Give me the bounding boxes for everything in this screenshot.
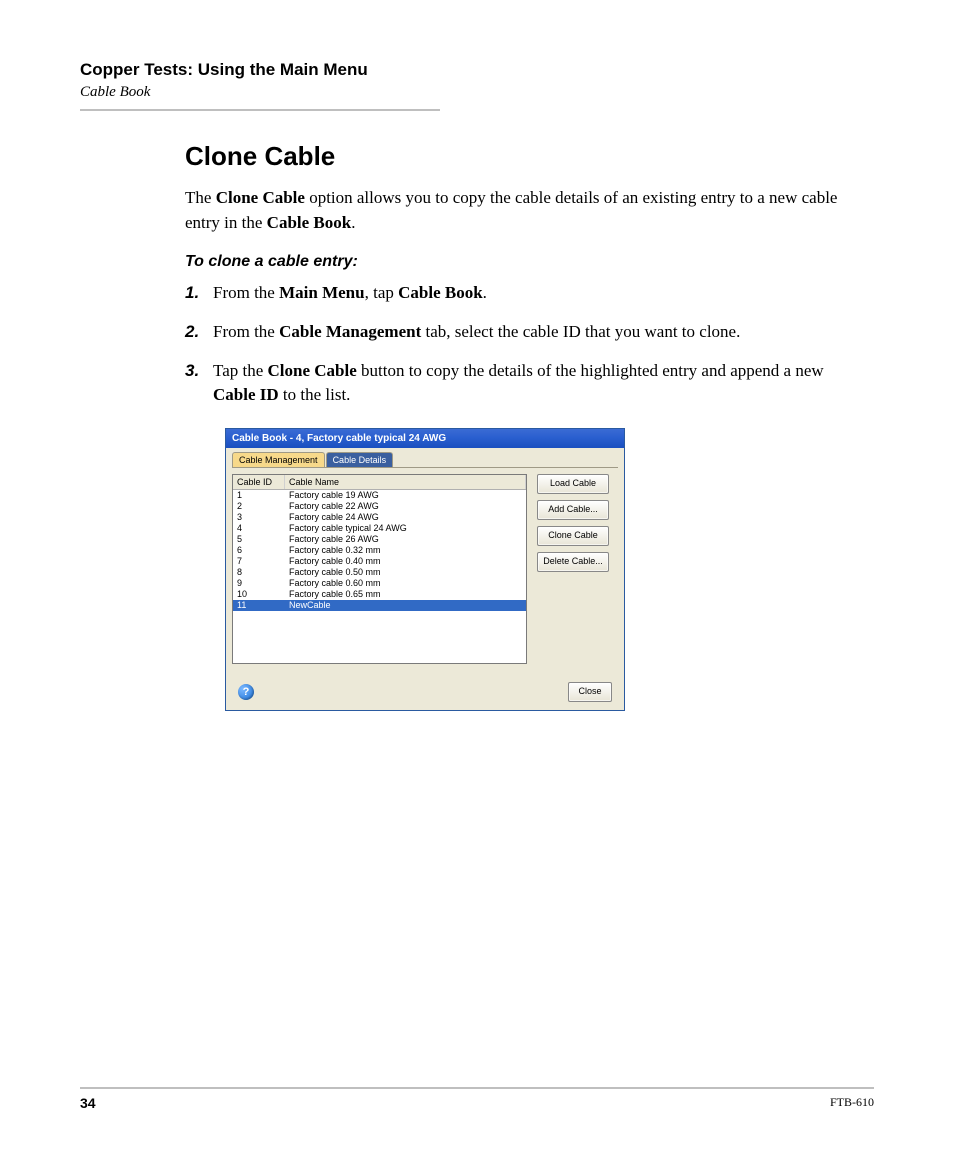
help-icon[interactable]: ? [238, 684, 254, 700]
list-header-name: Cable Name [285, 475, 526, 489]
step-text: From the [213, 283, 279, 302]
intro-bold-1: Clone Cable [216, 188, 305, 207]
cell-cable-name: Factory cable 0.40 mm [285, 556, 526, 567]
step-text: . [483, 283, 487, 302]
close-button[interactable]: Close [568, 682, 612, 702]
step-text: , tap [365, 283, 399, 302]
step-text: tab, select the cable ID that you want t… [421, 322, 740, 341]
footer-rule [80, 1087, 874, 1089]
cell-cable-id: 7 [233, 556, 285, 567]
cable-book-dialog: Cable Book - 4, Factory cable typical 24… [225, 428, 625, 711]
button-column: Load Cable Add Cable... Clone Cable Dele… [537, 474, 609, 664]
cell-cable-name: Factory cable 0.60 mm [285, 578, 526, 589]
step-3: 3. Tap the Clone Cable button to copy th… [185, 359, 864, 408]
table-row[interactable]: 4Factory cable typical 24 AWG [233, 523, 526, 534]
cell-cable-id: 8 [233, 567, 285, 578]
cell-cable-id: 6 [233, 545, 285, 556]
cell-cable-name: Factory cable typical 24 AWG [285, 523, 526, 534]
tab-cable-details[interactable]: Cable Details [326, 452, 394, 467]
add-cable-button[interactable]: Add Cable... [537, 500, 609, 520]
step-list: 1. From the Main Menu, tap Cable Book. 2… [185, 281, 864, 408]
table-row[interactable]: 3Factory cable 24 AWG [233, 512, 526, 523]
cell-cable-name: Factory cable 19 AWG [285, 490, 526, 501]
clone-cable-button[interactable]: Clone Cable [537, 526, 609, 546]
table-row[interactable]: 6Factory cable 0.32 mm [233, 545, 526, 556]
step-bold: Cable ID [213, 385, 279, 404]
cell-cable-name: Factory cable 24 AWG [285, 512, 526, 523]
step-bold: Main Menu [279, 283, 364, 302]
cell-cable-name: NewCable [285, 600, 526, 611]
delete-cable-button[interactable]: Delete Cable... [537, 552, 609, 572]
cell-cable-id: 1 [233, 490, 285, 501]
cell-cable-id: 2 [233, 501, 285, 512]
cell-cable-id: 5 [233, 534, 285, 545]
cell-cable-id: 9 [233, 578, 285, 589]
cell-cable-id: 11 [233, 600, 285, 611]
step-body: From the Cable Management tab, select th… [213, 320, 864, 345]
step-body: Tap the Clone Cable button to copy the d… [213, 359, 864, 408]
tab-strip: Cable Management Cable Details [232, 452, 618, 467]
list-header: Cable ID Cable Name [233, 475, 526, 490]
page-header-title: Copper Tests: Using the Main Menu [80, 60, 874, 80]
table-row[interactable]: 8Factory cable 0.50 mm [233, 567, 526, 578]
footer-model: FTB-610 [830, 1095, 874, 1111]
step-bold: Clone Cable [268, 361, 357, 380]
step-bold: Cable Book [398, 283, 483, 302]
intro-paragraph: The Clone Cable option allows you to cop… [185, 186, 864, 235]
step-number: 2. [185, 320, 213, 345]
table-row[interactable]: 5Factory cable 26 AWG [233, 534, 526, 545]
dialog-titlebar: Cable Book - 4, Factory cable typical 24… [226, 429, 624, 448]
procedure-subhead: To clone a cable entry: [185, 253, 864, 271]
table-row[interactable]: 1Factory cable 19 AWG [233, 490, 526, 501]
cell-cable-id: 4 [233, 523, 285, 534]
intro-text: . [351, 213, 355, 232]
header-rule [80, 109, 440, 111]
load-cable-button[interactable]: Load Cable [537, 474, 609, 494]
cable-listbox[interactable]: Cable ID Cable Name 1Factory cable 19 AW… [232, 474, 527, 664]
list-rows: 1Factory cable 19 AWG2Factory cable 22 A… [233, 490, 526, 611]
cell-cable-name: Factory cable 22 AWG [285, 501, 526, 512]
cell-cable-name: Factory cable 0.32 mm [285, 545, 526, 556]
step-number: 1. [185, 281, 213, 306]
table-row[interactable]: 9Factory cable 0.60 mm [233, 578, 526, 589]
table-row[interactable]: 2Factory cable 22 AWG [233, 501, 526, 512]
step-text: From the [213, 322, 279, 341]
page-number: 34 [80, 1095, 96, 1111]
step-text: button to copy the details of the highli… [357, 361, 824, 380]
tab-underline [232, 467, 618, 468]
step-1: 1. From the Main Menu, tap Cable Book. [185, 281, 864, 306]
intro-text: The [185, 188, 216, 207]
cell-cable-name: Factory cable 0.50 mm [285, 567, 526, 578]
step-text: Tap the [213, 361, 268, 380]
section-title: Clone Cable [185, 141, 864, 172]
table-row[interactable]: 11NewCable [233, 600, 526, 611]
cell-cable-id: 3 [233, 512, 285, 523]
step-number: 3. [185, 359, 213, 408]
cell-cable-name: Factory cable 26 AWG [285, 534, 526, 545]
intro-bold-2: Cable Book [267, 213, 352, 232]
tab-cable-management[interactable]: Cable Management [232, 452, 325, 467]
page-header-subtitle: Cable Book [80, 84, 874, 101]
table-row[interactable]: 7Factory cable 0.40 mm [233, 556, 526, 567]
list-header-id: Cable ID [233, 475, 285, 489]
step-body: From the Main Menu, tap Cable Book. [213, 281, 864, 306]
cell-cable-id: 10 [233, 589, 285, 600]
table-row[interactable]: 10Factory cable 0.65 mm [233, 589, 526, 600]
step-bold: Cable Management [279, 322, 421, 341]
cell-cable-name: Factory cable 0.65 mm [285, 589, 526, 600]
step-text: to the list. [279, 385, 351, 404]
step-2: 2. From the Cable Management tab, select… [185, 320, 864, 345]
